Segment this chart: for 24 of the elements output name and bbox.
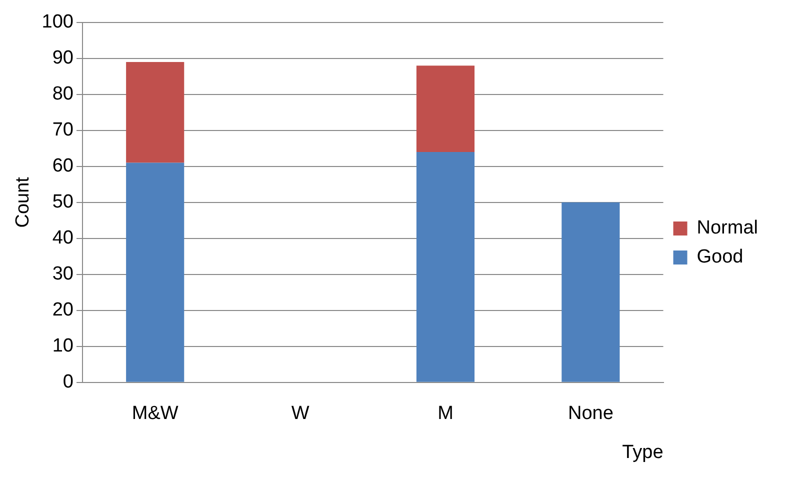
- bar: [416, 152, 475, 382]
- y-tick-label: 50: [52, 192, 74, 213]
- x-tick-label: None: [568, 403, 614, 424]
- bar: [562, 202, 620, 382]
- bar: [126, 62, 184, 163]
- y-tick-label: 30: [52, 264, 74, 285]
- x-tick-label: M: [438, 403, 454, 424]
- y-tick-label: 0: [62, 372, 74, 393]
- legend-label: Good: [696, 246, 744, 268]
- y-tick-label: 40: [52, 228, 74, 249]
- legend-label: Normal: [696, 218, 758, 239]
- bar: [416, 66, 475, 152]
- y-tick-label: 80: [52, 84, 74, 105]
- y-tick-label: 70: [52, 120, 74, 141]
- x-tick-label: M&W: [132, 403, 178, 424]
- y-tick-label: 10: [52, 336, 74, 357]
- bar: [126, 162, 184, 382]
- x-axis-title: Type: [622, 442, 664, 463]
- y-tick-label: 100: [42, 12, 74, 33]
- x-tick-label: W: [291, 403, 310, 424]
- y-tick-label: 60: [52, 156, 74, 177]
- y-axis-title: Count: [12, 176, 34, 228]
- y-tick-label: 20: [52, 300, 74, 321]
- y-tick-label: 90: [52, 48, 74, 69]
